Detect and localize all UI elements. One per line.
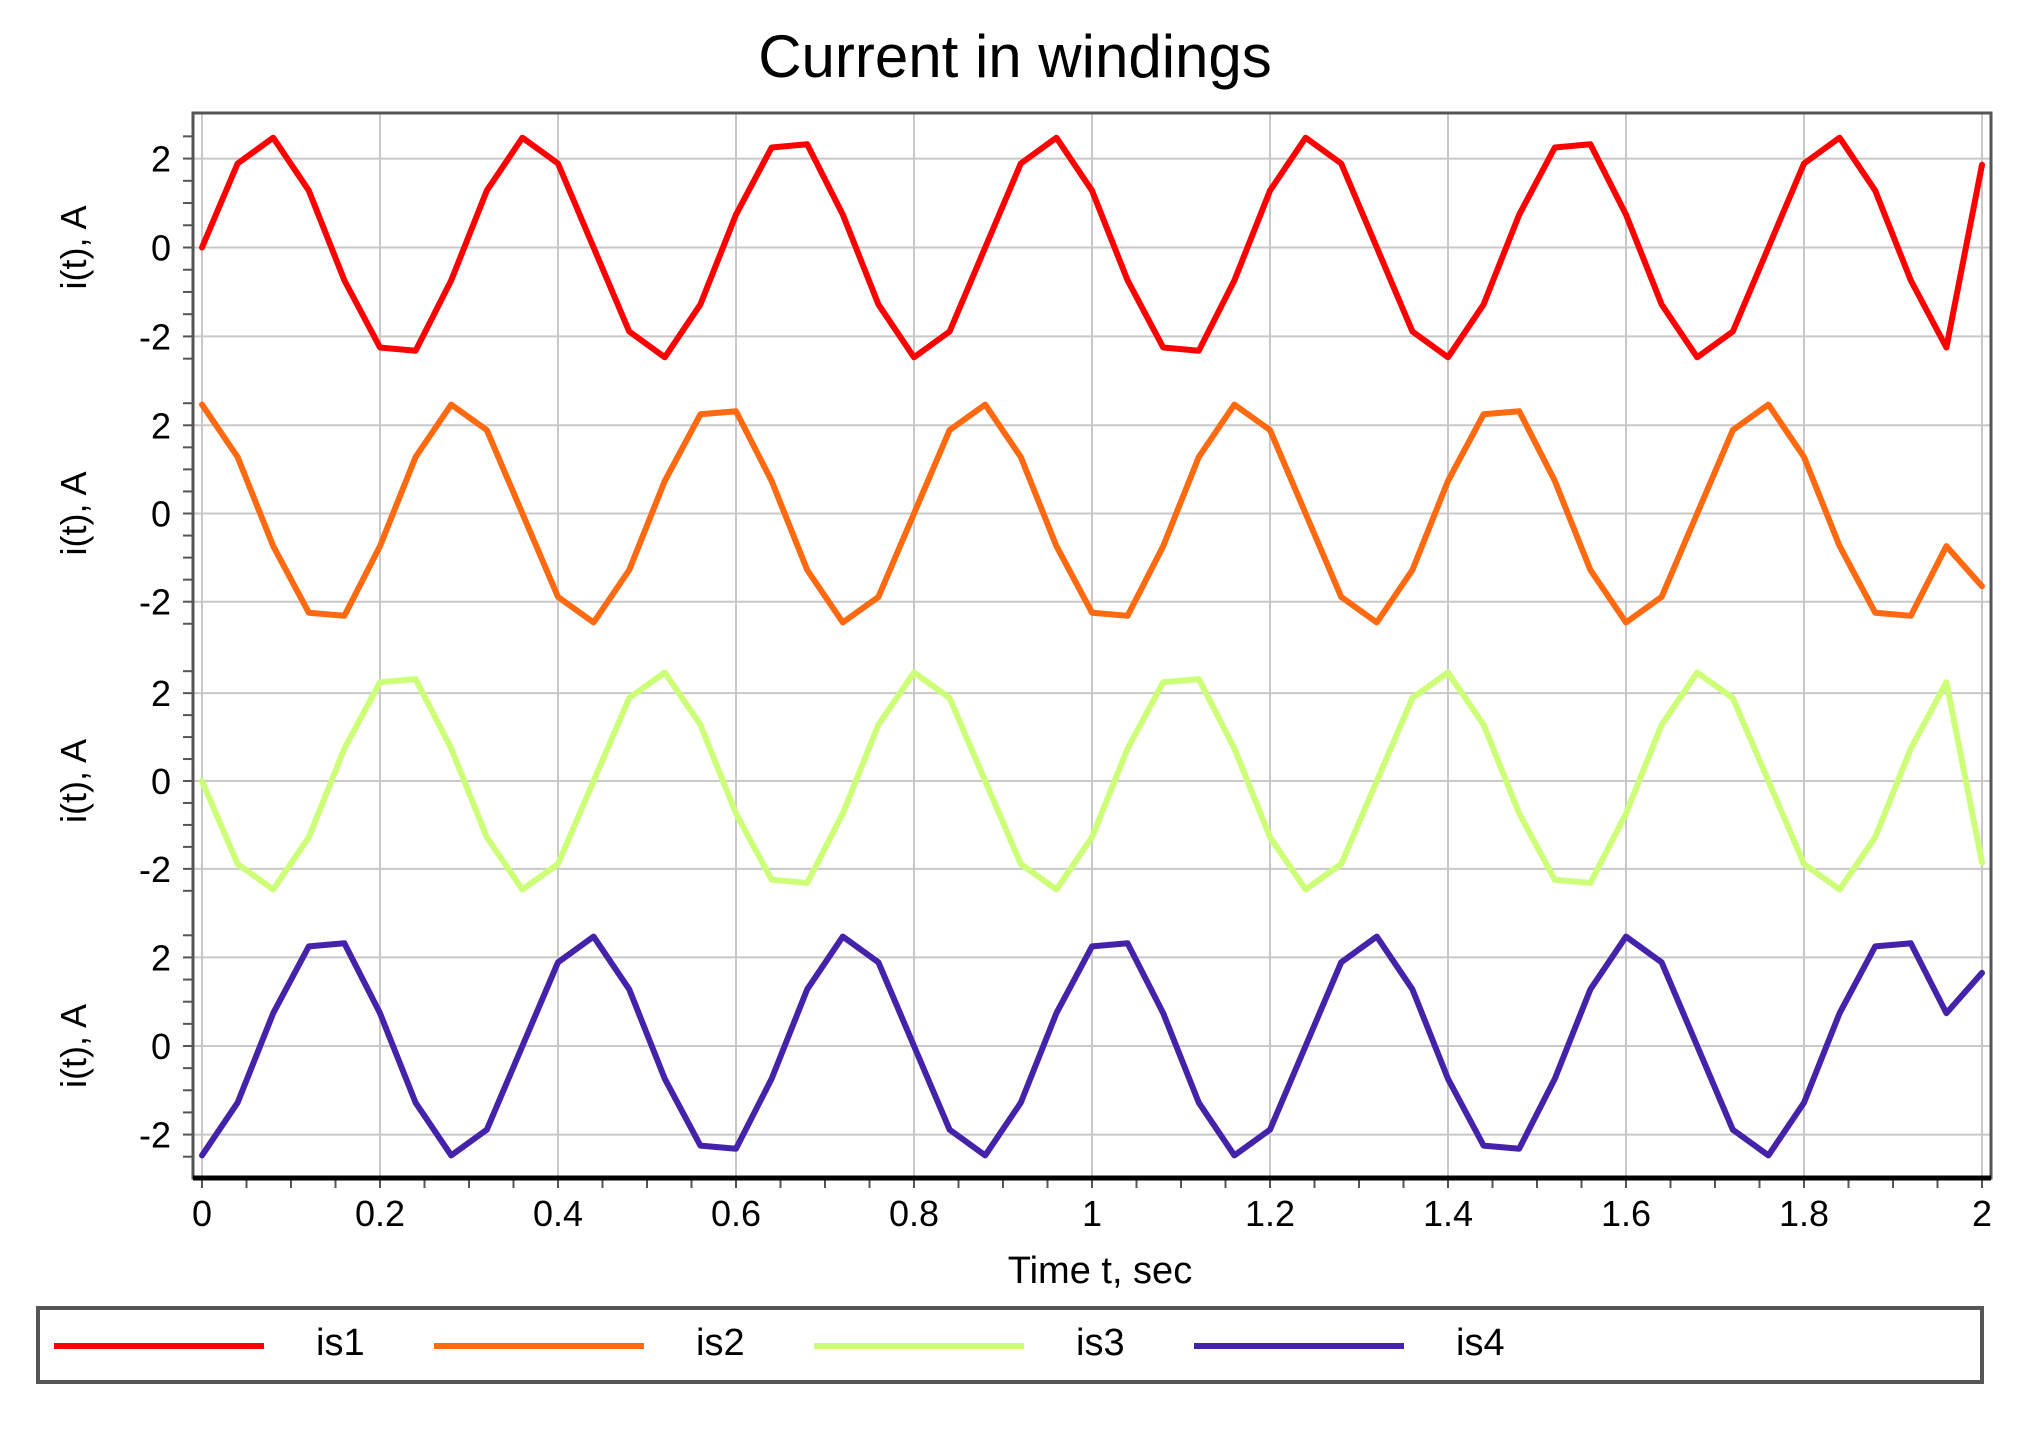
y-tick-label: 0 [151,494,171,535]
y-tick-label: 0 [151,761,171,802]
x-tick-label: 1.4 [1423,1193,1473,1234]
series-line-is3 [199,669,1985,893]
legend-label: is1 [316,1322,365,1364]
y-tick-label: 2 [151,673,171,714]
y-tick-label: -2 [139,316,171,357]
x-axis-label: Time t, sec [1007,1250,1193,1292]
x-tick-label: 1.6 [1601,1193,1651,1234]
x-tick-label: 0.8 [889,1193,939,1234]
series-line-is1 [199,134,1985,361]
legend-swatch [434,1343,644,1349]
y-tick-label: 0 [151,228,171,269]
y-tick-label: 0 [151,1026,171,1067]
y-axis-label: i(t), A [53,205,94,289]
legend-item-is4: is4 [1194,1310,1574,1380]
legend-item-is2: is2 [434,1310,814,1380]
legend-label: is2 [696,1322,745,1364]
legend-swatch [54,1343,264,1349]
y-tick-label: 2 [151,937,171,978]
chart-legend: is1 is2 is3 is4 [36,1306,1984,1384]
series-line-is4 [199,933,1985,1159]
y-tick-label: -2 [139,849,171,890]
x-tick-label: 2 [1972,1193,1992,1234]
y-axis-label: i(t), A [53,1004,94,1088]
x-tick-label: 1.2 [1245,1193,1295,1234]
legend-swatch [814,1343,1024,1349]
legend-label: is3 [1076,1322,1125,1364]
x-tick-label: 1 [1082,1193,1102,1234]
y-axis-label: i(t), A [53,471,94,555]
y-tick-label: -2 [139,582,171,623]
legend-item-is1: is1 [54,1310,434,1380]
series-line-is2 [199,401,1985,626]
y-axis-label: i(t), A [53,739,94,823]
legend-item-is3: is3 [814,1310,1194,1380]
legend-swatch [1194,1343,1404,1349]
chart-title: Current in windings [758,23,1272,90]
x-tick-label: 1.8 [1779,1193,1829,1234]
y-tick-label: 2 [151,139,171,180]
x-tick-label: 0.4 [533,1193,583,1234]
legend-label: is4 [1456,1322,1505,1364]
y-tick-label: 2 [151,405,171,446]
x-tick-label: 0.2 [355,1193,405,1234]
x-tick-label: 0 [192,1193,212,1234]
y-tick-label: -2 [139,1115,171,1156]
x-tick-label: 0.6 [711,1193,761,1234]
